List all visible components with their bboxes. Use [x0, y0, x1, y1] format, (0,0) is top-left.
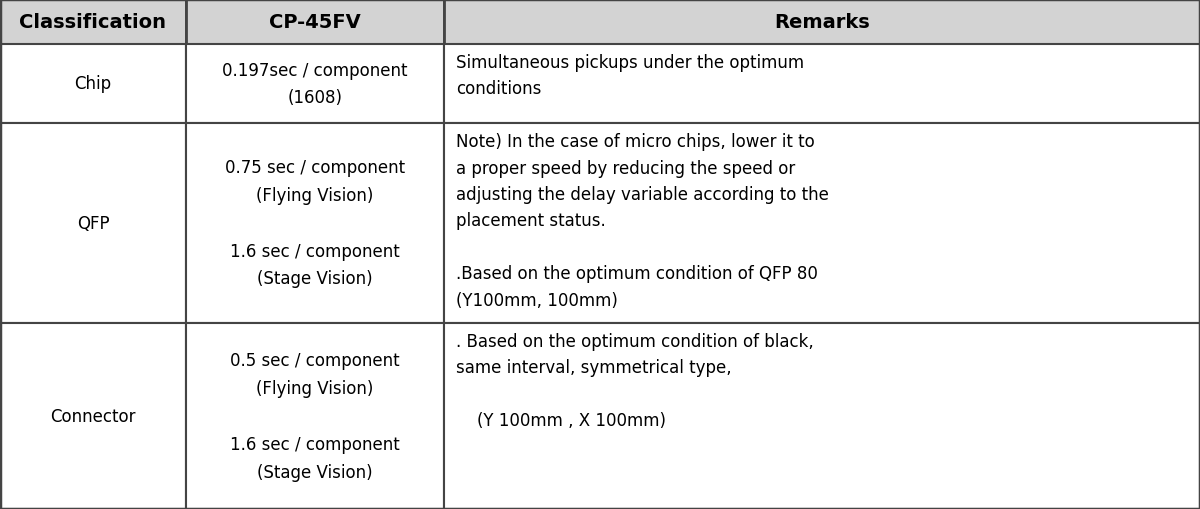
Bar — [186, 323, 444, 509]
Bar — [444, 124, 1200, 323]
Text: 0.75 sec / component
(Flying Vision)

1.6 sec / component
(Stage Vision): 0.75 sec / component (Flying Vision) 1.6… — [224, 159, 406, 288]
Text: Classification: Classification — [19, 13, 167, 32]
Text: Connector: Connector — [50, 407, 136, 425]
Text: Simultaneous pickups under the optimum
conditions: Simultaneous pickups under the optimum c… — [456, 54, 804, 98]
Text: Remarks: Remarks — [774, 13, 870, 32]
Bar — [444, 45, 1200, 124]
Text: 0.5 sec / component
(Flying Vision)

1.6 sec / component
(Stage Vision): 0.5 sec / component (Flying Vision) 1.6 … — [230, 352, 400, 480]
Bar — [444, 0, 1200, 45]
Bar — [0, 124, 186, 323]
Text: 0.197sec / component
(1608): 0.197sec / component (1608) — [222, 62, 408, 107]
Text: CP-45FV: CP-45FV — [269, 13, 361, 32]
Bar — [444, 323, 1200, 509]
Bar — [0, 0, 186, 45]
Text: QFP: QFP — [77, 214, 109, 233]
Text: Note) In the case of micro chips, lower it to
a proper speed by reducing the spe: Note) In the case of micro chips, lower … — [456, 133, 829, 309]
Bar — [186, 0, 444, 45]
Bar — [186, 124, 444, 323]
Text: Chip: Chip — [74, 75, 112, 93]
Bar — [0, 323, 186, 509]
Bar — [0, 45, 186, 124]
Text: . Based on the optimum condition of black,
same interval, symmetrical type,

   : . Based on the optimum condition of blac… — [456, 332, 814, 430]
Bar — [186, 45, 444, 124]
